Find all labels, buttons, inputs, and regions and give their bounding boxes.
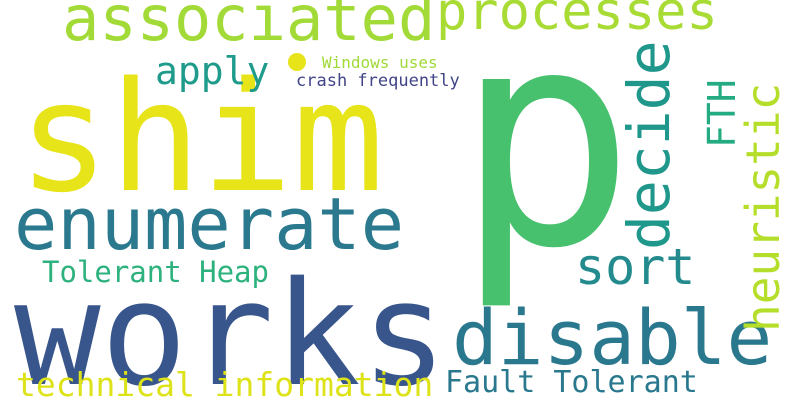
word-p: p — [455, 0, 636, 314]
word-sort: sort — [575, 238, 696, 296]
word-fth: FTH — [700, 79, 744, 148]
word-fault-tolerant: Fault Tolerant — [445, 365, 698, 400]
word-apply: apply — [155, 49, 270, 93]
word-crash-frequently: crash frequently — [296, 71, 460, 91]
word-technical-information: technical information — [16, 365, 434, 400]
word-shim: shim — [18, 49, 385, 226]
word-processes: processes — [436, 0, 718, 42]
word-associated: associated — [62, 0, 436, 55]
word-disable: disable — [452, 293, 773, 382]
dot-mark — [288, 53, 306, 71]
word-heuristic: heuristic — [736, 82, 790, 332]
word-windows-uses: Windows uses — [322, 53, 438, 72]
word-enumerate: enumerate — [14, 182, 405, 266]
word-tolerant-heap: Tolerant Heap — [42, 255, 269, 289]
word-decide: decide — [615, 40, 683, 250]
word-works: works — [14, 250, 448, 400]
